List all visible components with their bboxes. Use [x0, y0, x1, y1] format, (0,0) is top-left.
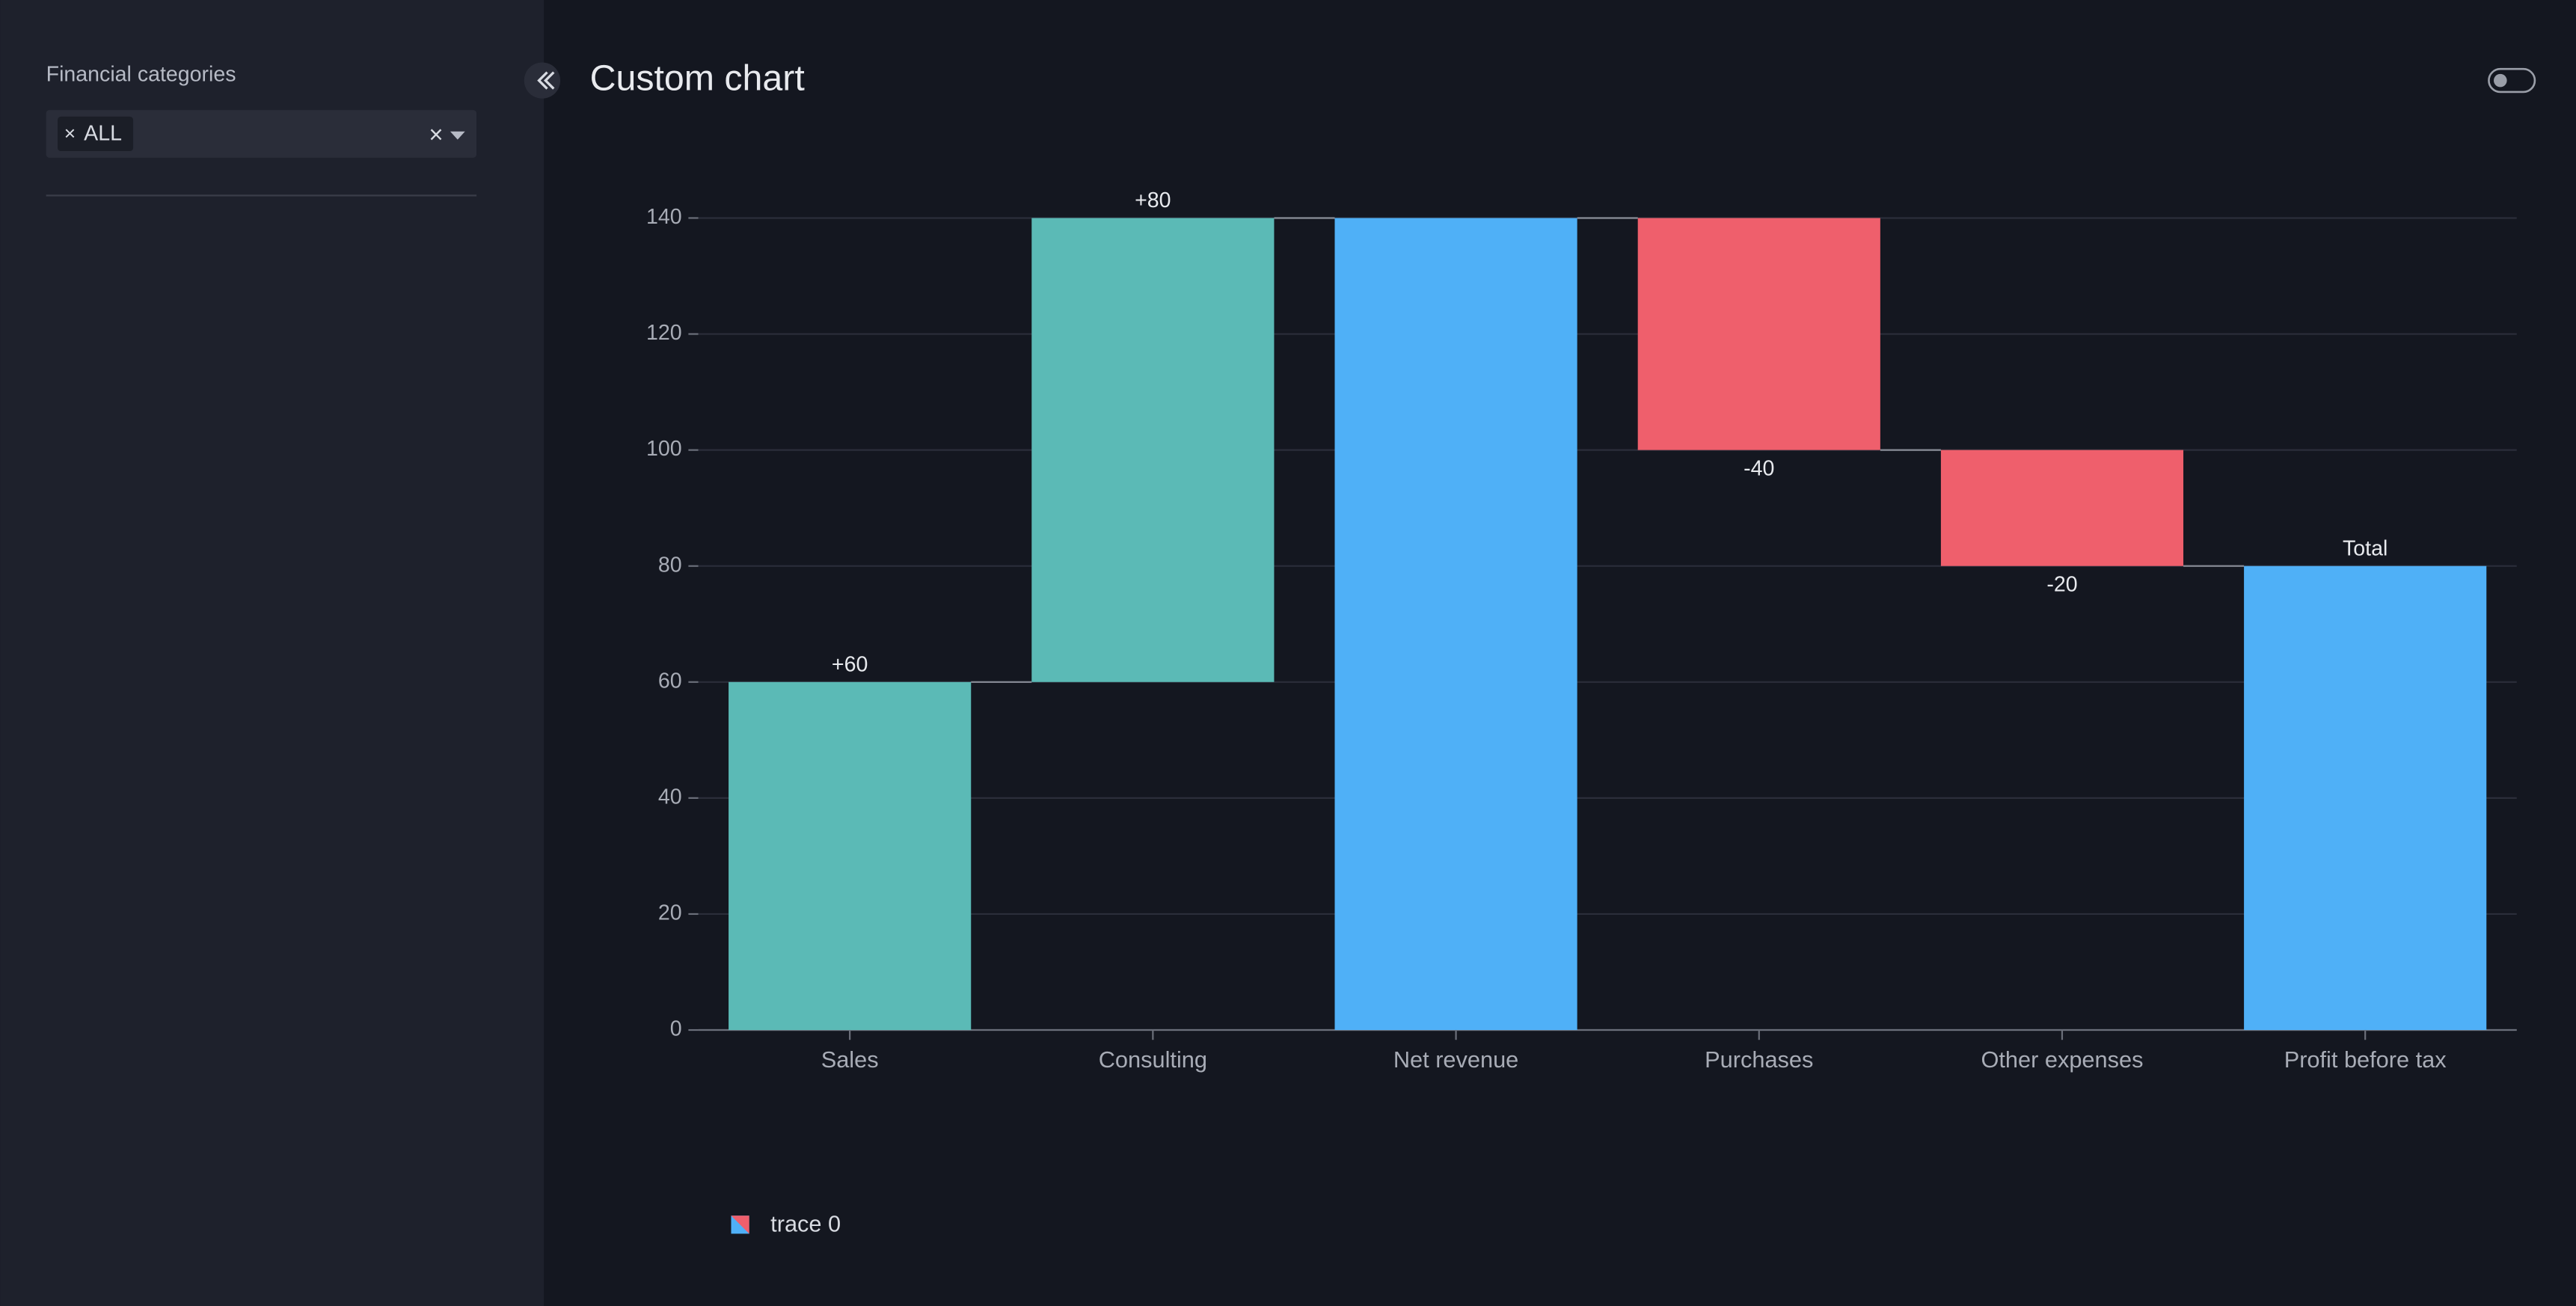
bar	[1637, 218, 1880, 450]
total-label: Total	[2343, 536, 2388, 560]
value-label: +80	[1135, 188, 1171, 212]
y-tick-label: 60	[658, 669, 682, 693]
value-label: -40	[1744, 457, 1774, 481]
bar	[1031, 218, 1275, 682]
dropdown-caret[interactable]	[450, 131, 465, 140]
chip-text: ALL	[84, 122, 122, 146]
dropdown[interactable]	[46, 110, 477, 158]
bar	[2244, 565, 2487, 1031]
chip[interactable]	[58, 116, 134, 152]
collapse-icon	[537, 71, 555, 90]
y-tick-label: 20	[658, 901, 682, 925]
y-tick-label: 0	[670, 1017, 682, 1041]
bar	[729, 681, 972, 1031]
x-tick-label: Other expenses	[1981, 1046, 2143, 1073]
toggle-knob	[2494, 73, 2507, 88]
x-tick-label: Net revenue	[1393, 1046, 1518, 1073]
filter-label: Financial categories	[46, 63, 236, 87]
x-tick-label: Sales	[821, 1046, 879, 1073]
value-label: -20	[2046, 573, 2077, 597]
clear-button[interactable]: ×	[429, 120, 443, 148]
y-tick-label: 40	[658, 785, 682, 809]
chart-title: Custom chart	[590, 58, 806, 98]
x-tick-label: Purchases	[1705, 1046, 1813, 1073]
x-tick-label: Consulting	[1099, 1046, 1207, 1073]
chip-remove[interactable]: ×	[64, 122, 76, 144]
y-tick-label: 120	[646, 321, 682, 345]
y-tick-label: 140	[646, 205, 682, 229]
y-tick-label: 100	[646, 437, 682, 461]
value-label: +60	[832, 652, 868, 676]
y-tick-label: 80	[658, 553, 682, 577]
bar	[1940, 450, 2184, 566]
collapse-button[interactable]	[524, 62, 561, 99]
sidebar	[0, 0, 545, 1306]
theme-toggle[interactable]	[2488, 67, 2536, 93]
legend-label: trace 0	[770, 1211, 841, 1237]
x-tick-label: Profit before tax	[2284, 1046, 2447, 1073]
bar	[1334, 218, 1577, 1031]
